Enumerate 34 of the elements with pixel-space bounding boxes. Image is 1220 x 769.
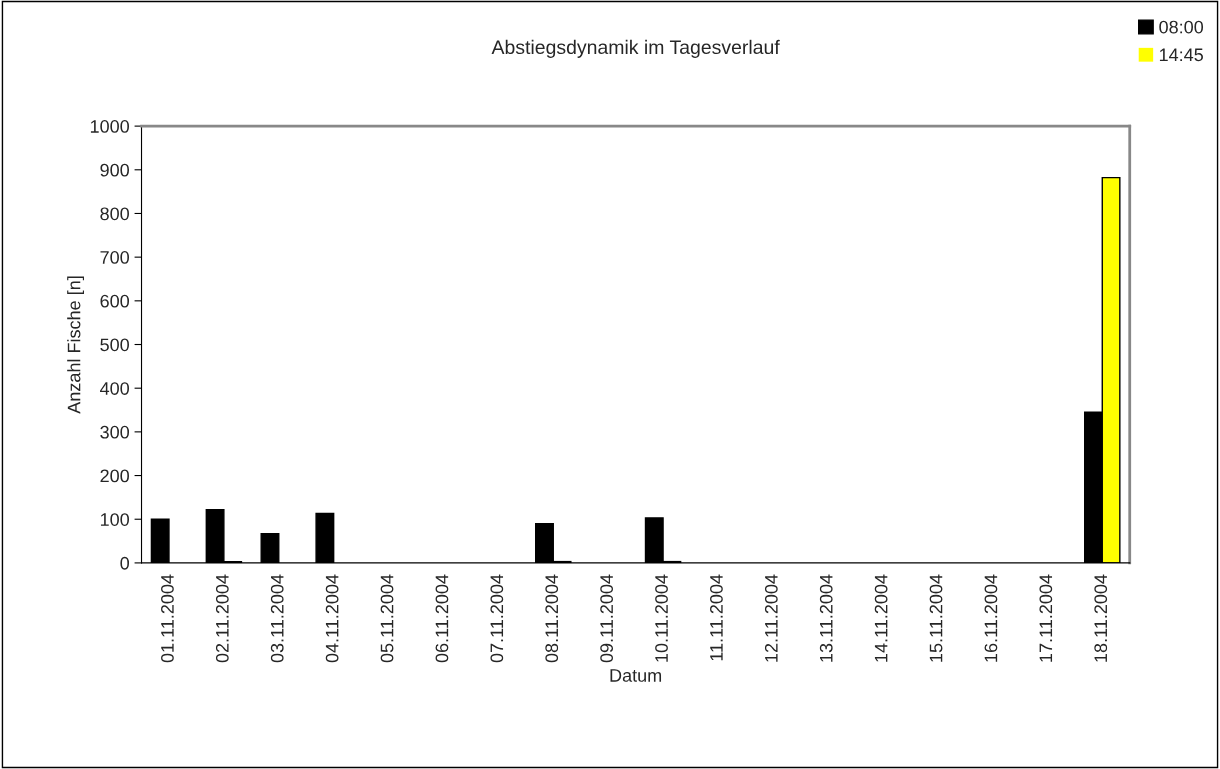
x-tick-label: 02.11.2004 xyxy=(215,574,229,663)
legend-label: 08:00 xyxy=(1159,20,1204,34)
x-tick-label: 16.11.2004 xyxy=(984,574,998,662)
y-tick-label: 1000 xyxy=(90,120,130,133)
x-tick-label: 07.11.2004 xyxy=(490,574,504,663)
y-tick-label: 700 xyxy=(100,251,130,264)
x-tick-label: 14.11.2004 xyxy=(874,574,888,662)
y-tick-label: 200 xyxy=(100,469,130,483)
y-tick-label: 600 xyxy=(100,294,130,308)
y-axis-title: Anzahl Fische [n] xyxy=(67,276,84,414)
x-tick-label: 01.11.2004 xyxy=(161,574,174,663)
legend-label: 14:45 xyxy=(1159,48,1203,62)
y-tick-label: 400 xyxy=(100,382,130,395)
x-tick-label: 15.11.2004 xyxy=(929,574,943,662)
x-tick-label: 03.11.2004 xyxy=(270,574,284,663)
x-axis-title: Datum xyxy=(610,669,662,682)
x-tick-label: 18.11.2004 xyxy=(1094,574,1108,662)
x-tick-label: 08.11.2004 xyxy=(545,574,559,663)
y-tick-label: 0 xyxy=(120,556,130,570)
x-tick-label: 17.11.2004 xyxy=(1039,574,1053,662)
x-tick-label: 09.11.2004 xyxy=(600,574,614,663)
x-tick-label: 06.11.2004 xyxy=(435,574,449,663)
x-tick-label: 11.11.2004 xyxy=(710,574,723,661)
x-tick-label: 05.11.2004 xyxy=(380,574,394,663)
x-tick-label: 04.11.2004 xyxy=(325,574,339,663)
chart-title: Abstiegsdynamik im Tagesverlauf xyxy=(491,39,780,58)
x-tick-label: 13.11.2004 xyxy=(819,574,833,662)
y-tick-label: 100 xyxy=(100,513,130,526)
y-tick-label: 800 xyxy=(100,207,130,221)
y-tick-label: 500 xyxy=(100,338,130,352)
x-tick-label: 10.11.2004 xyxy=(655,574,668,662)
y-tick-label: 900 xyxy=(100,163,130,177)
x-tick-label: 12.11.2004 xyxy=(764,574,778,662)
y-tick-label: 300 xyxy=(100,425,130,439)
